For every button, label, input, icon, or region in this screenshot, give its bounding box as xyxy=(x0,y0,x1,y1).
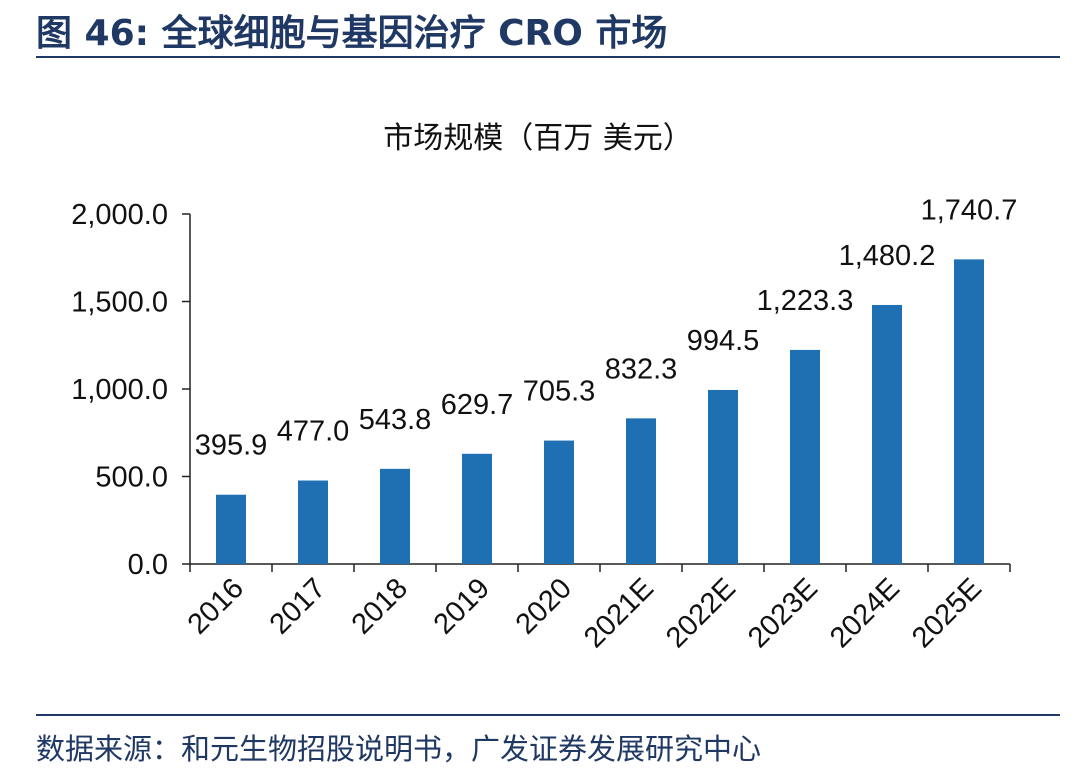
data-label-2023E: 1,223.3 xyxy=(757,285,854,317)
y-tick-label: 500.0 xyxy=(95,462,168,494)
bar-2024E xyxy=(872,304,902,564)
data-label-2016: 395.9 xyxy=(195,430,268,462)
footer-divider xyxy=(36,714,1060,716)
data-label-2022E: 994.5 xyxy=(687,325,760,357)
header-divider xyxy=(36,56,1060,58)
x-tick-label-2019: 2019 xyxy=(428,572,496,640)
source-note: 数据来源：和元生物招股说明书，广发证券发展研究中心 xyxy=(36,732,762,766)
x-tick-label-2016: 2016 xyxy=(182,572,250,640)
bar-2018 xyxy=(380,468,410,564)
data-label-2017: 477.0 xyxy=(277,416,350,448)
data-labels: 395.9 477.0 543.8 629.7 705.3 832.3 994.5 1,223… xyxy=(195,194,1018,461)
x-tick-label-2025E: 2025E xyxy=(906,572,988,654)
data-label-2020: 705.3 xyxy=(523,376,596,408)
y-axis: 0.0 500.0 1,000.0 1,500.0 2,000.0 xyxy=(71,199,191,581)
data-label-2025E: 1,740.7 xyxy=(921,194,1018,226)
bar-2025E xyxy=(954,259,984,564)
bar-2021E xyxy=(626,418,656,564)
data-label-2019: 629.7 xyxy=(441,389,514,421)
x-tick-label-2020: 2020 xyxy=(510,572,578,640)
figure-title-text: 全球细胞与基因治疗 CRO 市场 xyxy=(161,13,668,54)
data-label-2021E: 832.3 xyxy=(605,353,678,385)
x-tick-label-2017: 2017 xyxy=(264,572,332,640)
x-axis xyxy=(189,563,1011,572)
bar-2022E xyxy=(708,389,738,564)
bar-2017 xyxy=(298,480,328,564)
bar-2020 xyxy=(544,440,574,564)
y-tick-label: 1,000.0 xyxy=(71,374,168,406)
bar-2016 xyxy=(216,494,246,564)
data-label-2024E: 1,480.2 xyxy=(839,240,936,272)
x-tick-label-2024E: 2024E xyxy=(824,572,906,654)
x-tick-label-2022E: 2022E xyxy=(660,572,742,654)
figure-label: 图 46: xyxy=(36,13,150,54)
bar-series xyxy=(216,259,984,564)
y-tick-label: 0.0 xyxy=(128,549,168,581)
data-label-2018: 543.8 xyxy=(359,404,432,436)
figure-header: 图 46: 全球细胞与基因治疗 CRO 市场 xyxy=(0,0,1080,60)
x-tick-label-2023E: 2023E xyxy=(742,572,824,654)
x-tick-label-2021E: 2021E xyxy=(578,572,660,654)
y-tick-label: 2,000.0 xyxy=(71,199,168,231)
y-tick-label: 1,500.0 xyxy=(71,287,168,319)
figure-title: 图 46: 全球细胞与基因治疗 CRO 市场 xyxy=(36,4,667,56)
bar-2019 xyxy=(462,453,492,564)
bar-chart: 市场规模（百万 美元） 0.0 500.0 1,000.0 1,500.0 2,000.… xyxy=(71,121,1018,654)
x-tick-label-2018: 2018 xyxy=(346,572,414,640)
category-labels: 2016 2017 2018 2019 2020 2021E 2022E 2023E 2024E… xyxy=(182,572,988,654)
chart-title: 市场规模（百万 美元） xyxy=(383,121,693,156)
bar-2023E xyxy=(790,349,820,564)
